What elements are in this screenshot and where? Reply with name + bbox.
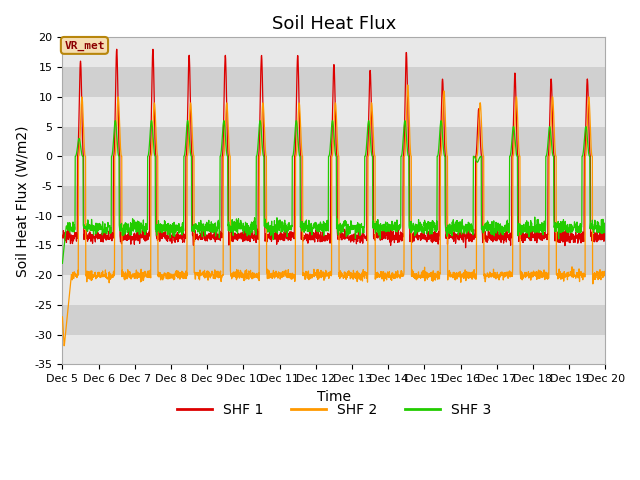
Bar bbox=[63, 305, 605, 335]
Bar bbox=[63, 97, 605, 127]
Bar bbox=[63, 245, 605, 275]
Bar bbox=[63, 127, 605, 156]
Y-axis label: Soil Heat Flux (W/m2): Soil Heat Flux (W/m2) bbox=[15, 125, 29, 276]
Bar bbox=[63, 275, 605, 305]
Title: Soil Heat Flux: Soil Heat Flux bbox=[272, 15, 396, 33]
Text: VR_met: VR_met bbox=[64, 40, 105, 50]
Bar bbox=[63, 37, 605, 67]
Bar bbox=[63, 156, 605, 186]
X-axis label: Time: Time bbox=[317, 390, 351, 404]
Bar bbox=[63, 216, 605, 245]
Bar bbox=[63, 67, 605, 97]
Bar bbox=[63, 186, 605, 216]
Legend: SHF 1, SHF 2, SHF 3: SHF 1, SHF 2, SHF 3 bbox=[172, 398, 497, 423]
Bar bbox=[63, 335, 605, 364]
